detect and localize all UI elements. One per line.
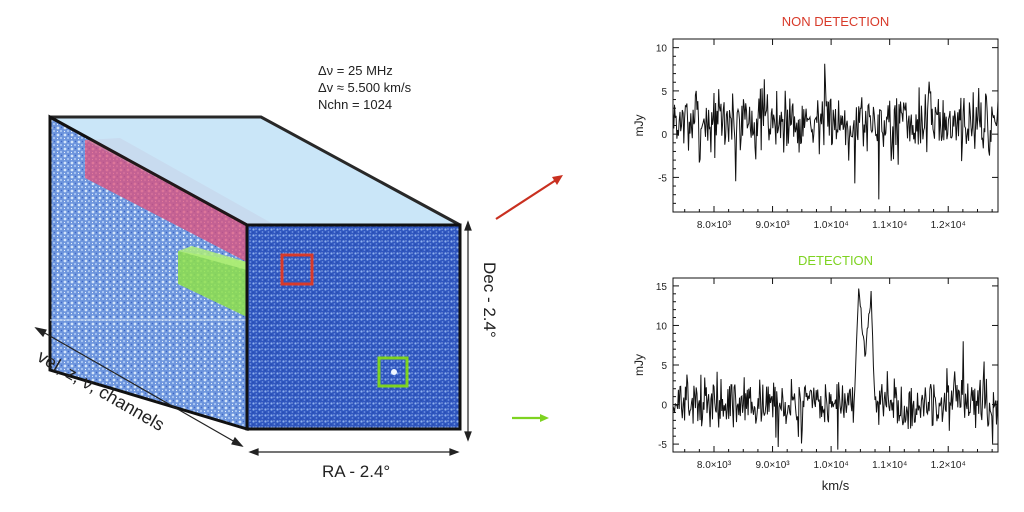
non-detection-box — [280, 253, 314, 286]
x-tick-label: 1.1×10⁴ — [872, 460, 907, 471]
x-tick-label: 1.0×10⁴ — [814, 460, 849, 471]
observation-parameters: Δν = 25 MHz Δv ≈ 5.500 km/s Nchn = 1024 — [318, 62, 411, 113]
x-tick-label: 1.0×10⁴ — [814, 220, 849, 231]
param-line: Δv ≈ 5.500 km/s — [318, 80, 412, 95]
x-tick-label: 9.0×10³ — [755, 460, 790, 471]
y-tick-label: -5 — [658, 440, 667, 451]
x-tick-label: 1.2×10⁴ — [931, 220, 966, 231]
detection-source — [391, 369, 397, 375]
param-line: Nchn = 1024 — [318, 97, 393, 112]
chart-title: DETECTION — [798, 253, 873, 268]
x-tick-label: 1.2×10⁴ — [931, 460, 966, 471]
x-tick-label: 8.0×10³ — [697, 460, 732, 471]
dec-axis-label: Dec - 2.4° — [480, 262, 499, 338]
y-axis-label: mJy — [632, 354, 646, 376]
detection-arrow — [512, 414, 549, 422]
non-detection-arrow — [495, 175, 563, 220]
x-tick-label: 8.0×10³ — [697, 220, 732, 231]
detection-box — [377, 356, 409, 388]
spectrum-line — [672, 63, 999, 200]
detection-slab — [178, 251, 247, 317]
y-tick-label: 5 — [661, 361, 667, 372]
y-tick-label: 5 — [661, 87, 667, 98]
ra-axis-label: RA - 2.4° — [322, 462, 390, 481]
y-axis-label: mJy — [632, 115, 646, 137]
param-line: Δν = 25 MHz — [318, 63, 393, 78]
non-detection-slab — [85, 140, 247, 262]
y-tick-label: 10 — [656, 44, 668, 55]
y-tick-label: 0 — [661, 401, 667, 412]
y-tick-label: -5 — [658, 173, 667, 184]
dec-axis-arrow — [464, 220, 472, 442]
chart-title: NON DETECTION — [782, 14, 890, 29]
y-tick-label: 10 — [656, 321, 668, 332]
y-tick-label: 15 — [656, 282, 668, 293]
x-tick-label: 1.1×10⁴ — [872, 220, 907, 231]
y-tick-label: 0 — [661, 130, 667, 141]
x-tick-label: 9.0×10³ — [755, 220, 790, 231]
depth-axis-arrow — [34, 327, 244, 447]
x-axis-label: km/s — [822, 478, 850, 493]
detection-slab-top — [178, 246, 247, 270]
ra-axis-arrow — [248, 448, 460, 456]
spectrum-line — [672, 288, 999, 450]
